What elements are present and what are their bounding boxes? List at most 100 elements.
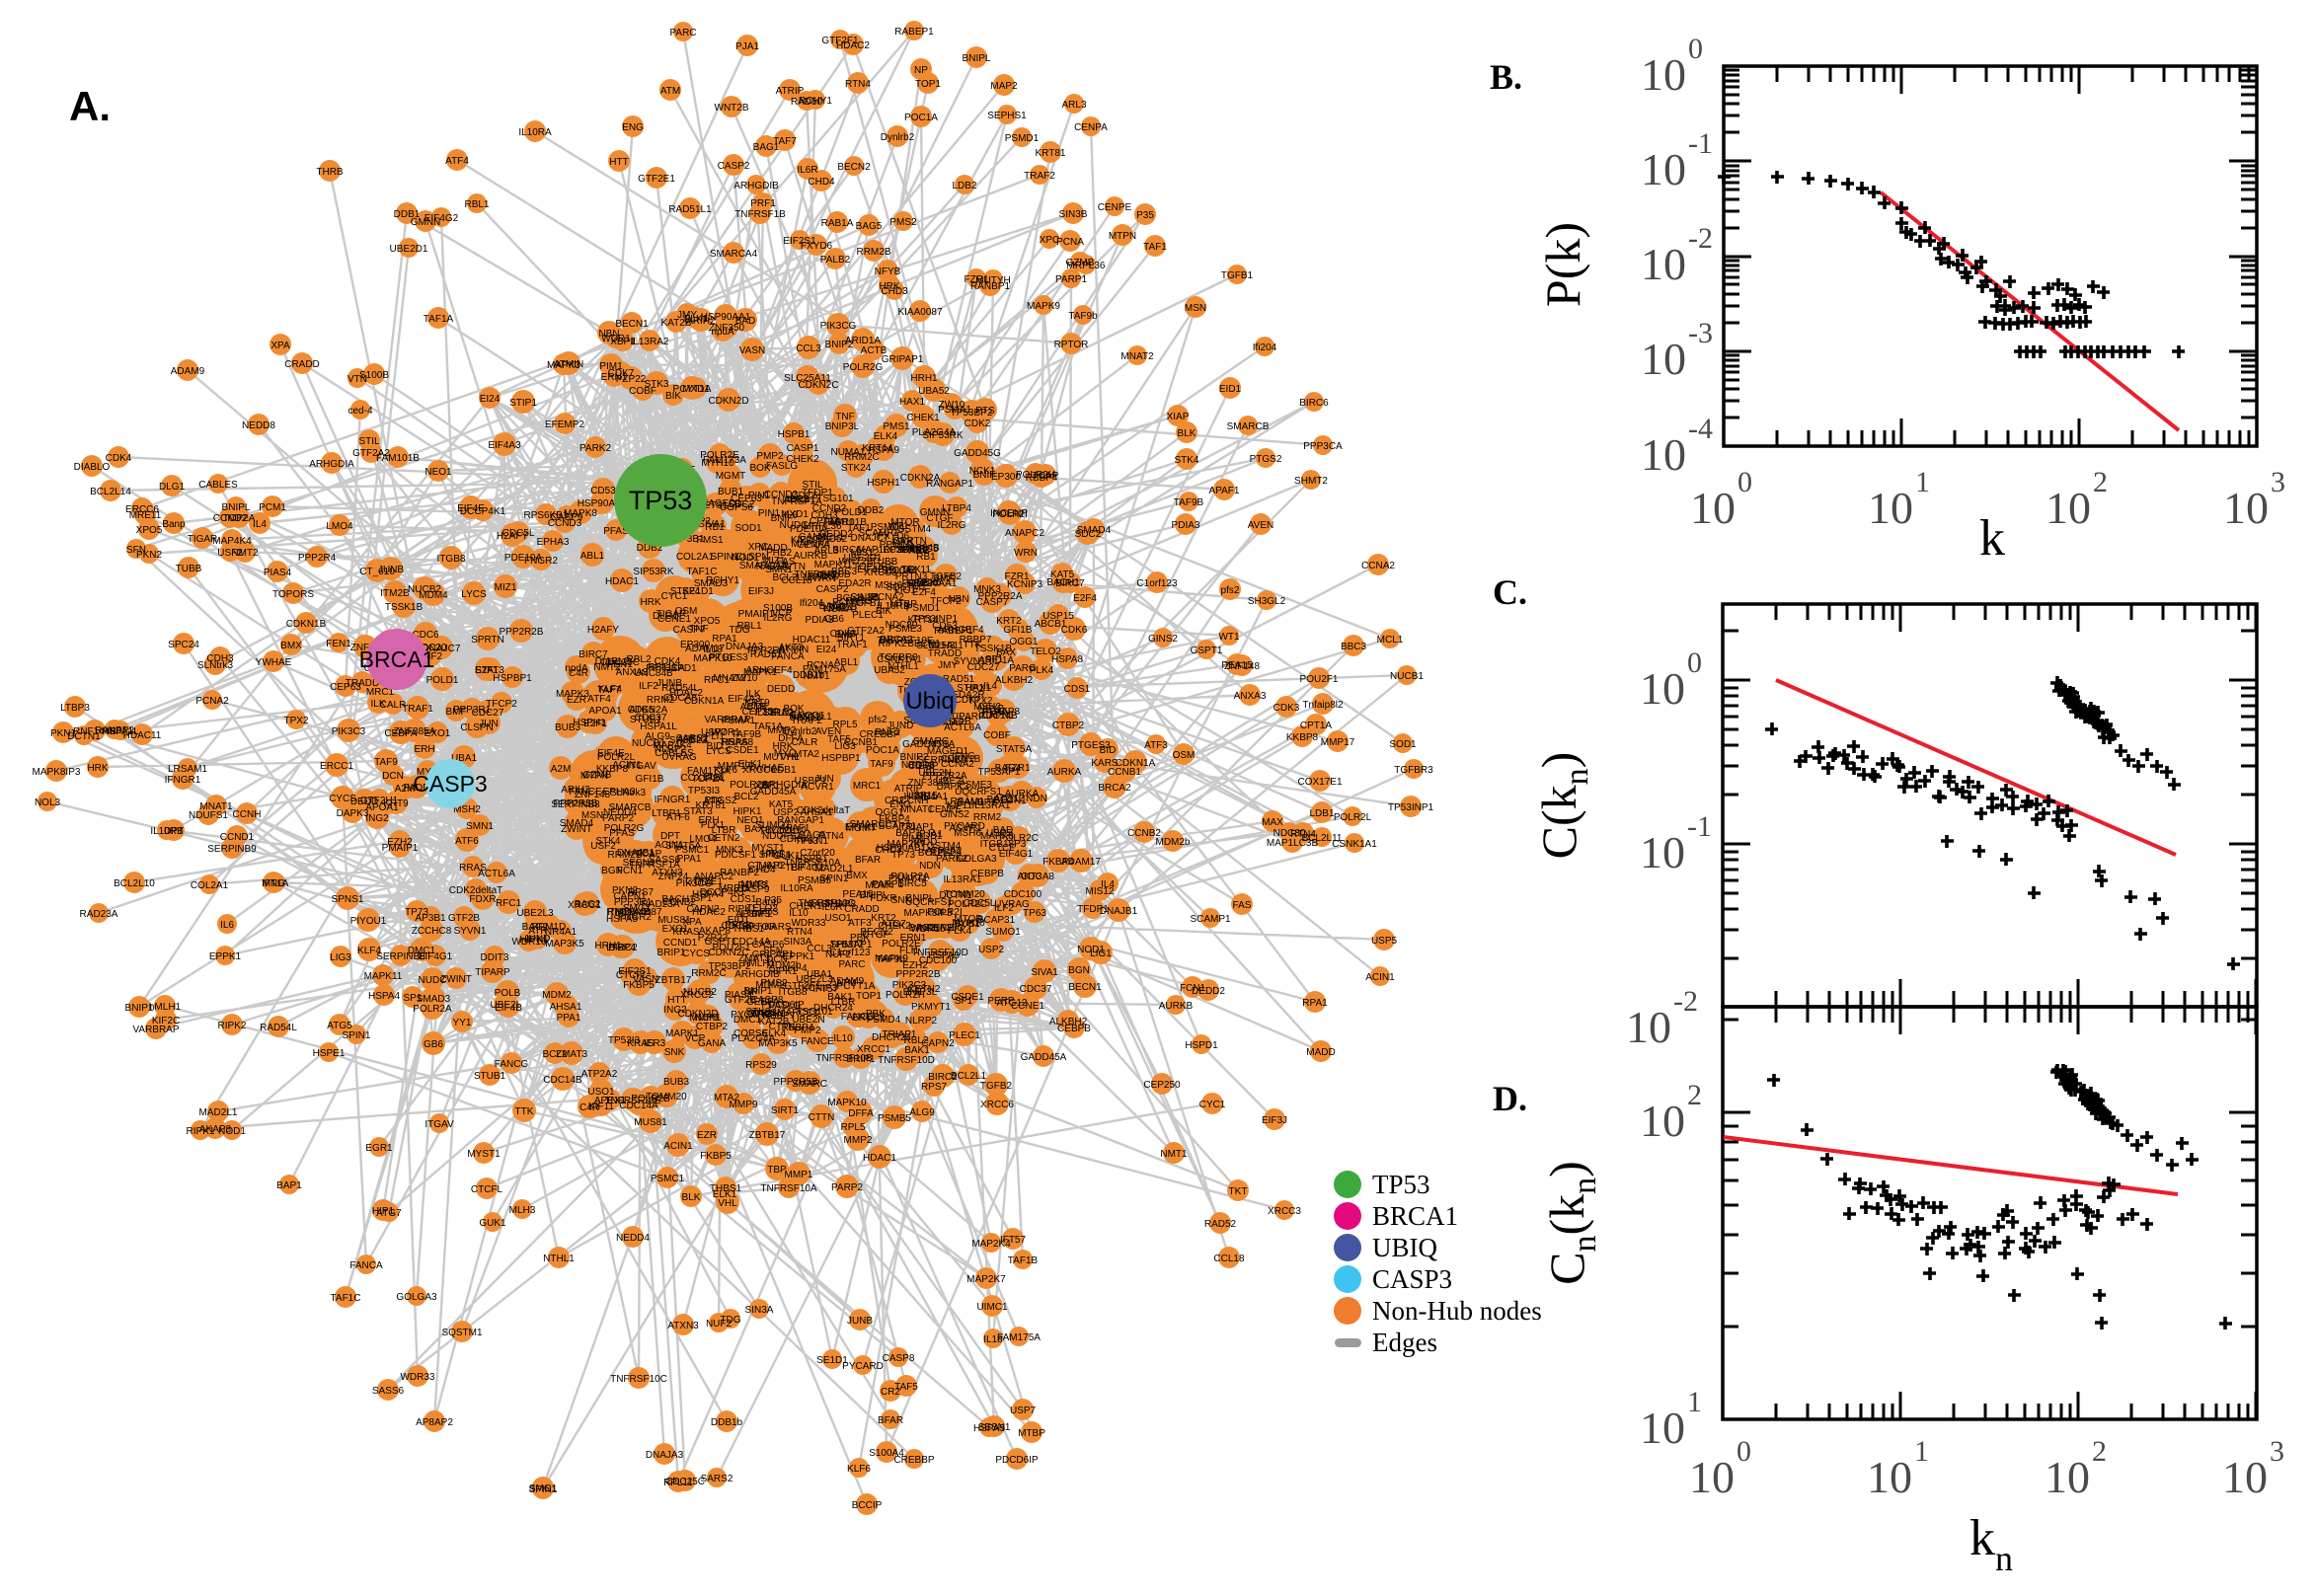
svg-text:VCP: VCP [685, 1033, 706, 1044]
svg-text:IFNGR1: IFNGR1 [655, 795, 691, 805]
svg-text:H2AFY: H2AFY [497, 531, 529, 542]
svg-text:LMO4: LMO4 [689, 834, 717, 845]
svg-text:EFEMP2: EFEMP2 [545, 419, 584, 430]
svg-text:CT_610: CT_610 [359, 567, 395, 577]
svg-text:TGFB2: TGFB2 [980, 1081, 1013, 1092]
svg-text:ARHGDIA: ARHGDIA [762, 780, 808, 791]
svg-text:UBE2D1: UBE2D1 [390, 244, 428, 255]
svg-text:A2M: A2M [551, 764, 572, 775]
svg-text:10: 10 [1641, 334, 1686, 384]
svg-text:ABCB1: ABCB1 [1035, 619, 1067, 630]
svg-text:ATP2A2: ATP2A2 [581, 1069, 618, 1080]
svg-text:10: 10 [1640, 1403, 1685, 1453]
svg-text:PEA15: PEA15 [842, 889, 874, 900]
svg-text:YWHAE: YWHAE [748, 763, 785, 774]
svg-text:-3: -3 [1688, 317, 1713, 349]
svg-text:EIF4G2: EIF4G2 [791, 863, 825, 874]
svg-text:0: 0 [1688, 33, 1703, 65]
svg-text:S100B: S100B [763, 603, 793, 614]
svg-text:CDC27: CDC27 [967, 662, 1000, 673]
svg-text:BCL2: BCL2 [733, 792, 758, 802]
svg-text:HRK: HRK [772, 741, 793, 752]
svg-text:PSME3: PSME3 [959, 780, 992, 791]
svg-text:RIPK1: RIPK1 [769, 966, 798, 977]
svg-text:CRADD: CRADD [284, 359, 320, 370]
svg-text:FAM175A: FAM175A [997, 1332, 1041, 1343]
svg-text:FKBP4: FKBP4 [1042, 857, 1074, 868]
svg-text:YWHAE: YWHAE [256, 657, 292, 668]
svg-text:FZR1: FZR1 [965, 274, 989, 285]
svg-text:ING2: ING2 [365, 813, 389, 824]
svg-text:NEDD8: NEDD8 [242, 420, 275, 431]
svg-text:FEN1: FEN1 [326, 639, 351, 649]
svg-text:SASS6: SASS6 [372, 1386, 405, 1397]
svg-text:SMAD4: SMAD4 [1077, 525, 1112, 536]
svg-text:E2F4: E2F4 [1073, 593, 1097, 604]
svg-text:3: 3 [2271, 466, 2285, 498]
svg-text:MGMT: MGMT [716, 471, 746, 482]
svg-text:MMP1: MMP1 [785, 1170, 813, 1180]
svg-text:PSMC1: PSMC1 [651, 1174, 685, 1184]
svg-text:MAPK9: MAPK9 [1027, 301, 1060, 312]
svg-text:TAF1C: TAF1C [331, 1293, 361, 1304]
svg-text:EID1: EID1 [1219, 384, 1242, 395]
svg-text:KRT81: KRT81 [1036, 148, 1066, 159]
svg-text:PKMYT1: PKMYT1 [911, 1002, 951, 1013]
svg-text:CHD4: CHD4 [748, 865, 776, 875]
svg-text:PRF1: PRF1 [750, 198, 776, 209]
svg-text:ATM: ATM [660, 86, 680, 97]
svg-text:TNFRSF10C: TNFRSF10C [610, 1374, 667, 1385]
svg-text:HTT: HTT [667, 995, 686, 1006]
svg-text:WRN: WRN [1014, 548, 1038, 559]
svg-text:HSPH1: HSPH1 [867, 478, 900, 489]
svg-text:MRC1: MRC1 [853, 781, 882, 792]
svg-text:FKBP5: FKBP5 [623, 980, 655, 991]
svg-text:SQSTM1: SQSTM1 [441, 1328, 483, 1338]
svg-text:CDCA8: CDCA8 [1021, 872, 1054, 882]
svg-text:RPL5: RPL5 [840, 1122, 865, 1133]
svg-text:HSPE1: HSPE1 [313, 1048, 346, 1059]
svg-text:2: 2 [2093, 466, 2108, 498]
svg-text:ELK4: ELK4 [874, 431, 898, 442]
svg-text:BCL2L14: BCL2L14 [90, 487, 131, 497]
svg-text:NBN: NBN [598, 329, 619, 340]
svg-text:MAPK10: MAPK10 [827, 1098, 867, 1108]
svg-text:RBL1: RBL1 [464, 199, 489, 210]
svg-text:CDC25C: CDC25C [600, 657, 640, 668]
svg-text:EI24: EI24 [480, 394, 501, 405]
svg-text:P(k): P(k) [1535, 222, 1590, 307]
svg-text:BIRC6: BIRC6 [832, 545, 862, 556]
svg-text:ARHGDIA: ARHGDIA [309, 459, 354, 470]
svg-text:GUK1: GUK1 [479, 1218, 506, 1229]
svg-text:BNIPL: BNIPL [222, 502, 251, 513]
svg-text:SIRT1: SIRT1 [771, 1105, 800, 1116]
svg-text:PTGS2: PTGS2 [1250, 454, 1282, 465]
svg-text:SFN: SFN [126, 545, 146, 556]
svg-text:STIL: STIL [358, 436, 380, 447]
svg-text:SPIN1: SPIN1 [820, 874, 849, 884]
svg-text:NDN: NDN [1026, 794, 1047, 804]
svg-text:SEPHS1: SEPHS1 [987, 111, 1027, 121]
svg-text:TGFB1: TGFB1 [1221, 270, 1254, 281]
svg-text:S100A4: S100A4 [882, 566, 917, 576]
svg-text:MMP17: MMP17 [718, 761, 752, 772]
svg-text:MT1A: MT1A [263, 878, 289, 889]
svg-text:CREBBP: CREBBP [859, 729, 899, 740]
svg-text:Edges: Edges [1372, 1328, 1437, 1357]
svg-text:BIK: BIK [665, 391, 681, 402]
svg-text:RRM2: RRM2 [973, 812, 1002, 823]
svg-text:UBIQ: UBIQ [1372, 1233, 1437, 1262]
svg-text:GTF2F1: GTF2F1 [784, 981, 821, 992]
svg-text:LIG3: LIG3 [330, 952, 351, 963]
svg-text:PCNA2: PCNA2 [871, 592, 904, 603]
svg-text:GRIPAP1: GRIPAP1 [882, 354, 924, 365]
svg-text:ACIN1: ACIN1 [1365, 972, 1395, 983]
svg-text:RBBP4: RBBP4 [1026, 473, 1058, 484]
svg-text:MMP9: MMP9 [730, 1100, 758, 1110]
svg-text:SIN3A: SIN3A [784, 937, 812, 948]
svg-text:EIF3J: EIF3J [748, 586, 774, 597]
svg-text:SCAMP1: SCAMP1 [1190, 914, 1231, 925]
svg-text:PPP2R2B: PPP2R2B [895, 969, 940, 980]
svg-text:C1orf123: C1orf123 [829, 948, 871, 958]
svg-text:BAD: BAD [735, 316, 756, 327]
